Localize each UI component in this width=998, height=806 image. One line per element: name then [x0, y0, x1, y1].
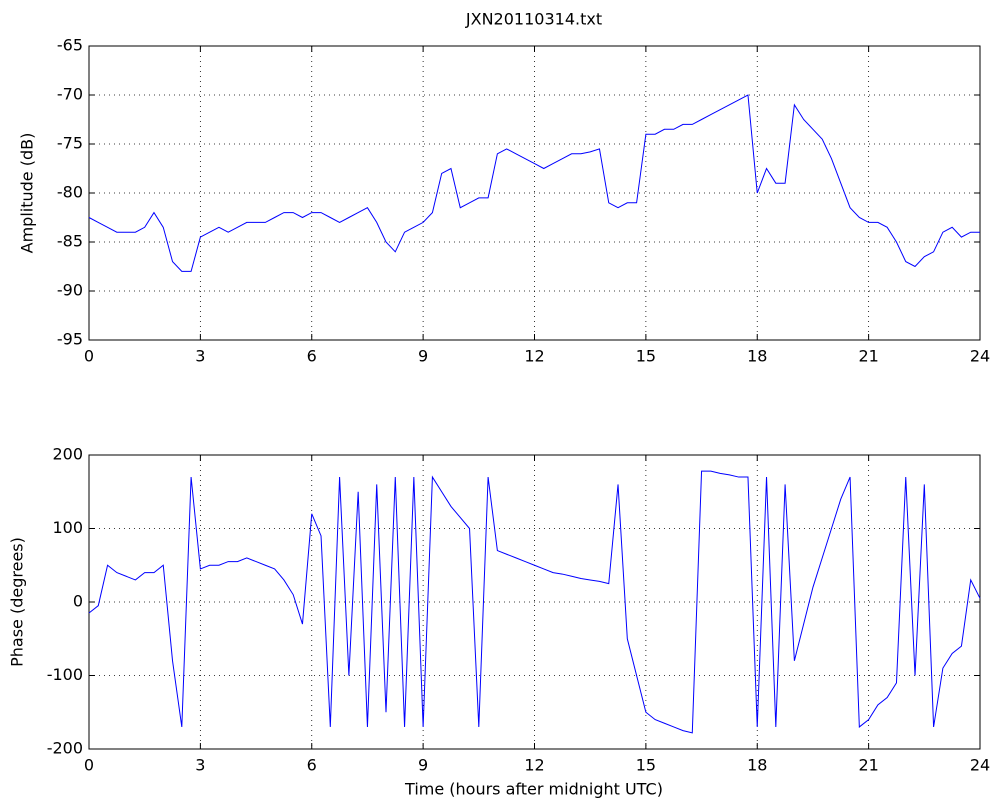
- x-axis-label: Time (hours after midnight UTC): [404, 780, 663, 799]
- y-tick-label: -85: [57, 232, 83, 251]
- data-line: [88, 470, 981, 734]
- x-tick-label: 21: [858, 347, 878, 366]
- x-tick-label: 9: [418, 756, 428, 775]
- y-tick-label: -70: [57, 85, 83, 104]
- x-tick-label: 0: [84, 347, 94, 366]
- x-tick-label: 12: [524, 347, 544, 366]
- plot-frame: [88, 45, 981, 341]
- y-tick-label: -100: [47, 665, 83, 684]
- x-tick-label: 24: [970, 756, 990, 775]
- x-tick-label: 3: [195, 756, 205, 775]
- y-tick-label: -75: [57, 134, 83, 153]
- y-axis-label: Phase (degrees): [8, 537, 27, 667]
- y-tick-label: -80: [57, 183, 83, 202]
- x-tick-label: 9: [418, 347, 428, 366]
- chart-title: JXN20110314.txt: [465, 10, 602, 29]
- y-tick-label: 100: [52, 518, 83, 537]
- y-tick-label: -65: [57, 36, 83, 55]
- plot-frame: [88, 454, 981, 750]
- y-tick-label: -200: [47, 739, 83, 758]
- x-tick-label: 18: [747, 347, 767, 366]
- x-tick-label: 15: [636, 347, 656, 366]
- y-tick-label: -90: [57, 281, 83, 300]
- x-tick-label: 6: [307, 756, 317, 775]
- x-tick-label: 18: [747, 756, 767, 775]
- y-tick-label: -95: [57, 330, 83, 349]
- data-line: [88, 94, 980, 272]
- x-tick-label: 0: [84, 756, 94, 775]
- x-tick-label: 6: [307, 347, 317, 366]
- x-tick-label: 21: [858, 756, 878, 775]
- x-tick-label: 3: [195, 347, 205, 366]
- y-axis-label: Amplitude (dB): [18, 133, 37, 254]
- x-tick-label: 24: [970, 347, 990, 366]
- x-tick-label: 15: [636, 756, 656, 775]
- y-tick-label: 0: [73, 592, 83, 611]
- y-tick-label: 200: [52, 445, 83, 464]
- x-tick-label: 12: [524, 756, 544, 775]
